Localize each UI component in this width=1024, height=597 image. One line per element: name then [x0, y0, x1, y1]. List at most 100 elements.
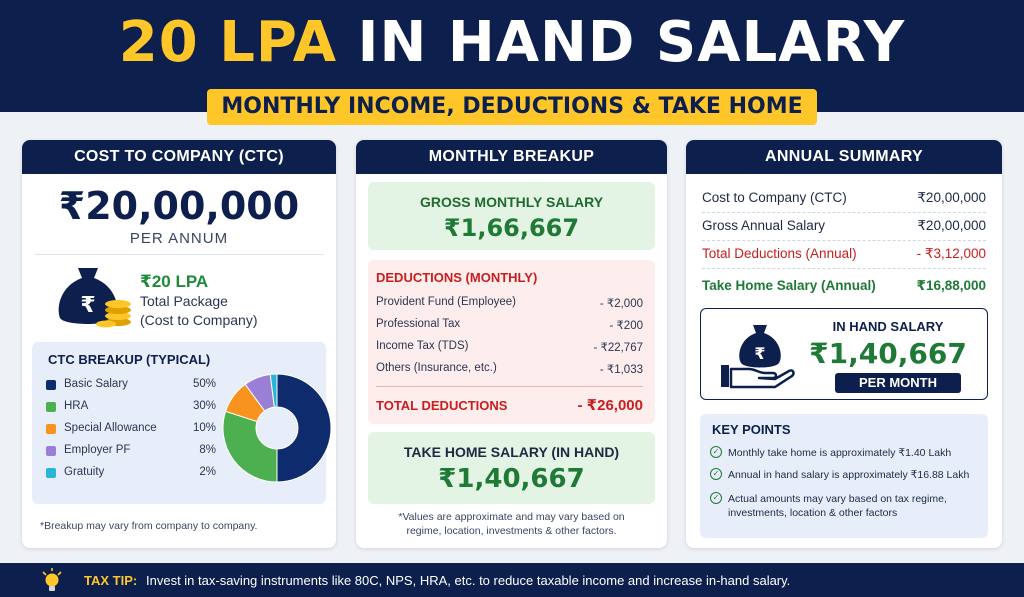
donut-slice [276, 373, 332, 483]
summary-name: Total Deductions (Annual) [702, 246, 857, 261]
summary-value: ₹20,00,000 [917, 190, 986, 205]
monthly-footnote: *Values are approximate and may vary bas… [376, 510, 647, 538]
per-month-badge: PER MONTH [835, 373, 961, 393]
legend-percent: 10% [192, 422, 216, 434]
total-deductions-label: TOTAL DEDUCTIONS [376, 398, 508, 413]
legend-percent: 2% [199, 466, 216, 478]
take-home-card: TAKE HOME SALARY (IN HAND) ₹1,40,667 [368, 432, 655, 504]
divider [702, 268, 986, 269]
take-home-value: ₹1,40,667 [438, 464, 585, 494]
package-label: Total Package [140, 293, 228, 309]
header-banner: 20 LPA IN HAND SALARY MONTHLY INCOME, DE… [0, 0, 1024, 125]
legend-percent: 30% [192, 400, 216, 412]
key-point-text: Annual in hand salary is approximately ₹… [728, 469, 970, 481]
ctc-breakup-card: CTC BREAKUP (TYPICAL) Basic Salary 50% HRA… [32, 342, 332, 504]
hand-money-bag-icon: ₹ [721, 325, 795, 389]
summary-row: Gross Annual Salary ₹20,00,000 [702, 216, 986, 236]
legend-swatch [46, 468, 56, 478]
key-point-text: Monthly take home is approximately ₹1.40… [728, 447, 952, 459]
legend-percent: 8% [199, 444, 216, 456]
package-sublabel: (Cost to Company) [140, 312, 258, 328]
summary-name: Gross Annual Salary [702, 218, 826, 233]
footnote-line: *Values are approximate and may vary bas… [398, 511, 625, 523]
legend-item: HRA 30% [46, 398, 216, 416]
ctc-panel: COST TO COMPANY (CTC) ₹20,00,000 PER ANN… [22, 140, 336, 548]
annual-panel-heading: ANNUAL SUMMARY [686, 140, 1002, 174]
divider [702, 212, 986, 213]
deduction-value: - ₹1,033 [599, 364, 643, 376]
donut-slice [222, 410, 278, 483]
check-icon: ✓ [710, 468, 722, 480]
ctc-donut-chart [222, 373, 332, 483]
summary-name: Take Home Salary (Annual) [702, 278, 876, 293]
title-highlight: 20 LPA [118, 10, 338, 75]
deduction-name: Others (Insurance, etc.) [376, 362, 497, 374]
summary-value: ₹16,88,000 [916, 278, 986, 293]
legend-swatch [46, 380, 56, 390]
footnote-line: regime, location, investments & other fa… [406, 525, 617, 537]
legend-label: Gratuity [64, 466, 105, 478]
summary-value: ₹20,00,000 [917, 218, 986, 233]
key-points-card: KEY POINTS ✓ Monthly take home is approx… [700, 414, 988, 538]
ctc-breakup-title: CTC BREAKUP (TYPICAL) [48, 352, 211, 367]
deduction-value: - ₹200 [609, 320, 643, 332]
deductions-card: DEDUCTIONS (MONTHLY) Provident Fund (Emp… [368, 260, 655, 424]
light-bulb-icon [42, 568, 62, 591]
deductions-title: DEDUCTIONS (MONTHLY) [376, 270, 538, 285]
legend-item: Gratuity 2% [46, 464, 216, 482]
ctc-amount: ₹20,00,000 [58, 184, 300, 228]
gross-salary-card: GROSS MONTHLY SALARY ₹1,66,667 [368, 182, 655, 250]
deduction-row: Professional Tax - ₹200 [376, 316, 643, 334]
gross-value: ₹1,66,667 [443, 214, 580, 242]
lpa-value: ₹20 LPA [140, 272, 209, 291]
legend-item: Basic Salary 50% [46, 376, 216, 394]
in-hand-card: ₹ IN HAND SALARY ₹1,40,667 PER MONTH [700, 308, 988, 400]
svg-text:₹: ₹ [80, 293, 95, 318]
svg-text:₹: ₹ [754, 344, 765, 363]
legend-label: Basic Salary [64, 378, 128, 390]
money-bag-icon: ₹ [58, 268, 131, 328]
donut-slice [269, 373, 278, 408]
legend-item: Special Allowance 10% [46, 420, 216, 438]
summary-row: Total Deductions (Annual) - ₹3,12,000 [702, 244, 986, 264]
legend-label: Special Allowance [64, 422, 157, 434]
deduction-row: Others (Insurance, etc.) - ₹1,033 [376, 360, 643, 378]
deduction-value: - ₹22,767 [593, 342, 643, 354]
legend-item: Employer PF 8% [46, 442, 216, 460]
summary-value: - ₹3,12,000 [916, 246, 986, 261]
key-points-title: KEY POINTS [712, 422, 791, 437]
summary-name: Cost to Company (CTC) [702, 190, 847, 205]
in-hand-value: ₹1,40,667 [809, 337, 967, 370]
deduction-row: Provident Fund (Employee) - ₹2,000 [376, 294, 643, 312]
ctc-footnote: *Breakup may vary from company to compan… [40, 520, 258, 532]
in-hand-label: IN HAND SALARY [832, 319, 944, 334]
tax-tip-text: Invest in tax-saving instruments like 80… [146, 573, 791, 588]
check-icon: ✓ [710, 492, 722, 504]
ctc-period: PER ANNUM [129, 230, 229, 247]
monthly-panel-heading: MONTHLY BREAKUP [356, 140, 667, 174]
tax-tip-footer: TAX TIP: Invest in tax-saving instrument… [0, 563, 1024, 597]
annual-panel: ANNUAL SUMMARY Cost to Company (CTC) ₹20… [686, 140, 1002, 548]
deduction-name: Income Tax (TDS) [376, 340, 469, 352]
deduction-row: Income Tax (TDS) - ₹22,767 [376, 338, 643, 356]
ctc-panel-heading: COST TO COMPANY (CTC) [22, 140, 336, 174]
summary-row: Cost to Company (CTC) ₹20,00,000 [702, 188, 986, 208]
summary-row: Take Home Salary (Annual) ₹16,88,000 [702, 276, 986, 296]
deduction-name: Provident Fund (Employee) [376, 296, 516, 308]
legend-percent: 50% [192, 378, 216, 390]
legend-swatch [46, 446, 56, 456]
monthly-panel: MONTHLY BREAKUP GROSS MONTHLY SALARY ₹1,… [356, 140, 667, 548]
tax-tip-label: TAX TIP: [84, 573, 138, 588]
divider [702, 240, 986, 241]
deduction-value: - ₹2,000 [599, 298, 643, 310]
legend-swatch [46, 424, 56, 434]
key-point-text: Actual amounts may vary based on tax reg… [728, 493, 947, 519]
page-title: 20 LPA IN HAND SALARY [0, 12, 1024, 74]
deduction-name: Professional Tax [376, 318, 461, 330]
take-home-label: TAKE HOME SALARY (IN HAND) [403, 444, 620, 460]
legend-label: Employer PF [64, 444, 131, 456]
total-deductions-value: - ₹26,000 [577, 397, 643, 414]
gross-label: GROSS MONTHLY SALARY [419, 194, 604, 210]
title-rest: IN HAND SALARY [357, 10, 906, 75]
divider [34, 254, 324, 255]
